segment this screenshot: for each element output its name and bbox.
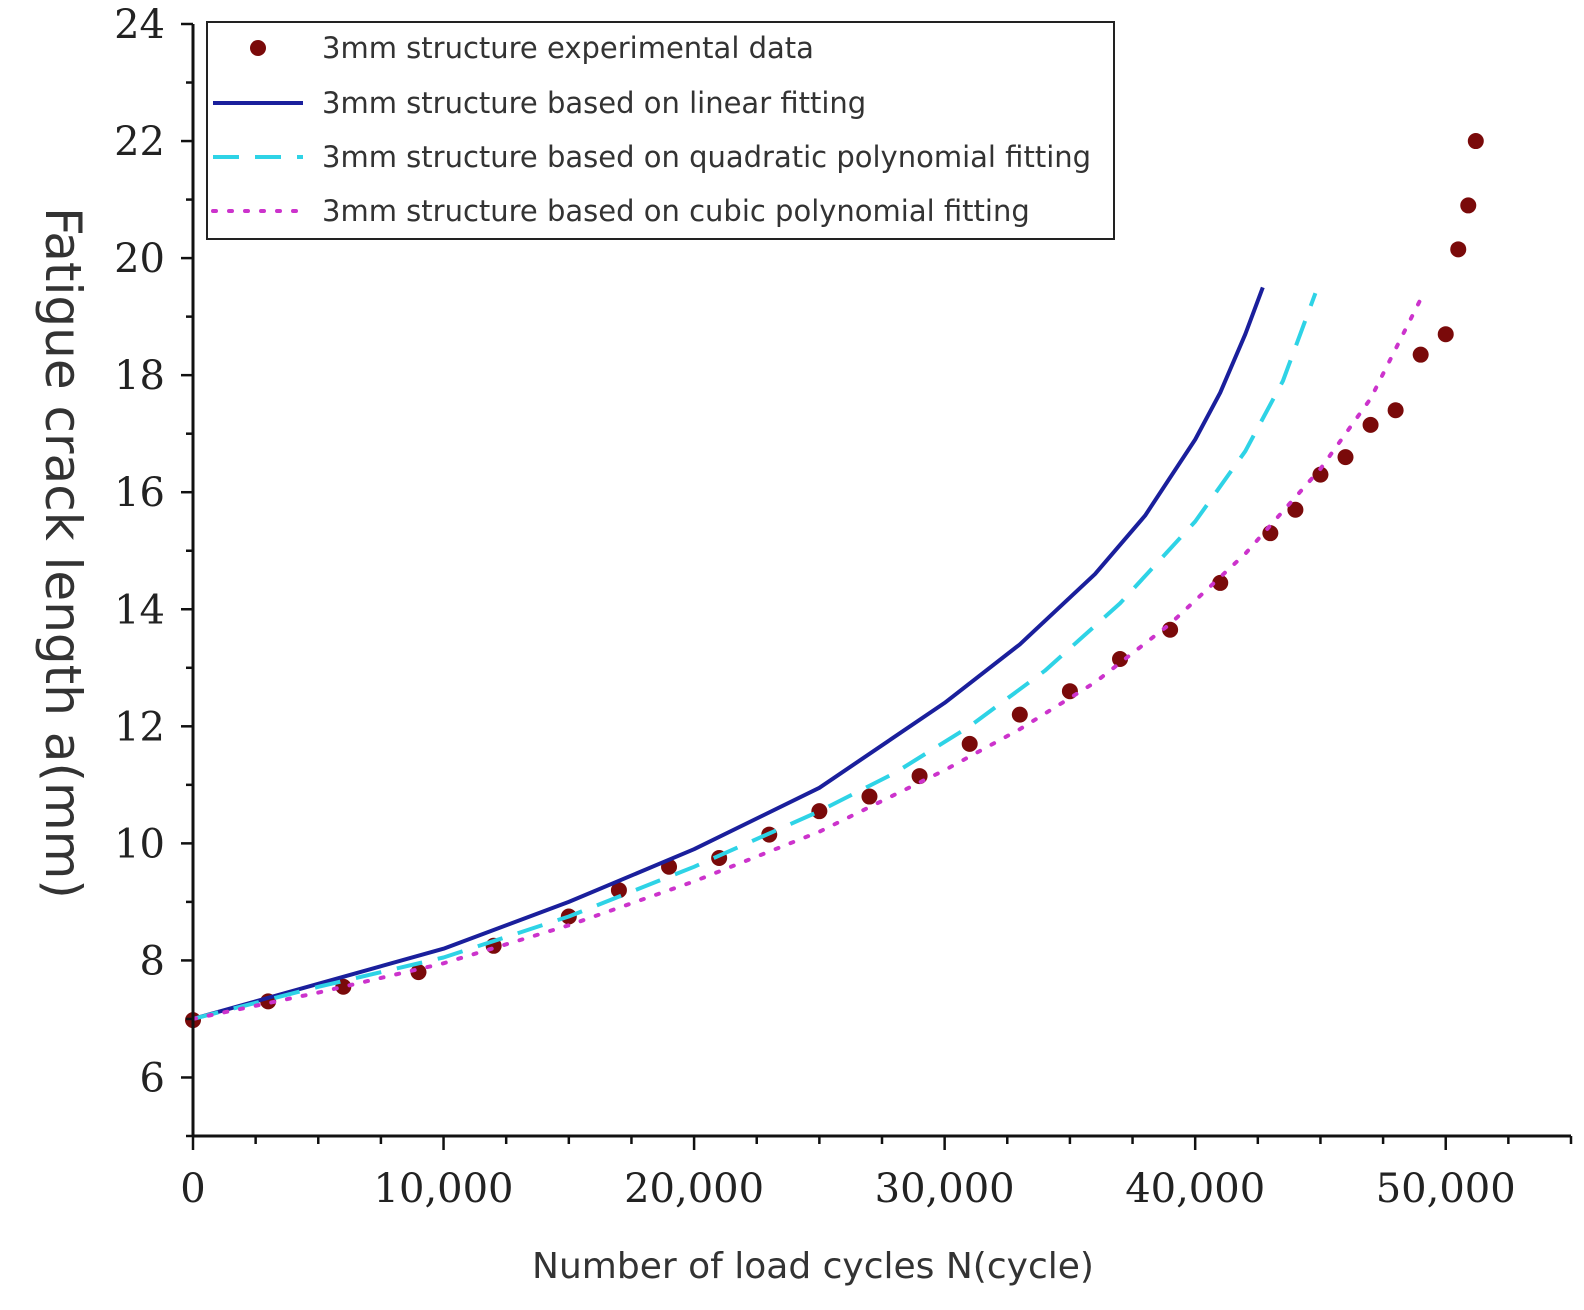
experimental-data-point <box>610 882 627 899</box>
legend-label: 3mm structure experimental data <box>322 31 814 65</box>
y-tick-label: 18 <box>114 353 165 399</box>
legend-label: 3mm structure based on quadratic polynom… <box>322 140 1091 174</box>
experimental-data-point <box>1011 706 1028 723</box>
experimental-data-point <box>1412 346 1429 363</box>
experimental-data-point <box>1362 416 1379 433</box>
experimental-data-point <box>1112 651 1129 668</box>
tick-labels: 6 8 10 12 14 16 18 20 22 24 0 10,000 20,000 30,000 40,… <box>114 2 1516 1212</box>
experimental-data-point <box>1437 326 1454 343</box>
experimental-data-point <box>1287 501 1304 518</box>
experimental-data-point <box>1387 402 1404 419</box>
legend-marker-experimental <box>250 40 266 56</box>
x-tick-label: 30,000 <box>875 1166 1015 1212</box>
legend: 3mm structure experimental data 3mm struc… <box>206 21 1115 240</box>
cubic-fit-line <box>191 297 1423 1021</box>
experimental-data-point <box>1467 133 1484 150</box>
y-tick-label: 10 <box>114 821 165 867</box>
experimental-data-point <box>811 803 828 820</box>
x-tick-label: 50,000 <box>1376 1166 1516 1212</box>
experimental-data-point <box>1460 197 1477 214</box>
experimental-data-point <box>1337 449 1354 466</box>
y-tick-label: 14 <box>114 587 165 633</box>
y-axis-title: Fatigue crack length a(mm) <box>34 207 92 899</box>
experimental-data-point <box>961 735 978 752</box>
x-tick-label: 20,000 <box>624 1166 764 1212</box>
y-tick-label: 8 <box>140 938 165 984</box>
experimental-data-point <box>1312 466 1329 483</box>
axes <box>181 22 1573 1150</box>
y-tick-label: 16 <box>114 470 165 516</box>
legend-label: 3mm structure based on linear fitting <box>322 86 866 120</box>
experimental-data-point <box>861 788 878 805</box>
y-tick-label: 20 <box>114 236 165 282</box>
x-tick-label: 10,000 <box>374 1166 514 1212</box>
y-tick-label: 12 <box>114 704 165 750</box>
linear-fit-line <box>192 286 1265 1021</box>
legend-box <box>206 21 1115 240</box>
x-tick-label: 40,000 <box>1125 1166 1265 1212</box>
y-tick-label: 6 <box>140 1055 165 1101</box>
quadratic-fit-line <box>192 292 1318 1021</box>
x-axis-title: Number of load cycles N(cycle) <box>532 1246 1094 1287</box>
x-tick-label: 0 <box>180 1166 205 1212</box>
experimental-data-point <box>1212 574 1229 591</box>
plot-series <box>185 133 1484 1029</box>
y-tick-label: 22 <box>114 119 165 165</box>
legend-label: 3mm structure based on cubic polynomial … <box>322 194 1030 228</box>
experimental-data-point <box>1450 241 1467 258</box>
y-tick-label: 24 <box>114 2 165 48</box>
